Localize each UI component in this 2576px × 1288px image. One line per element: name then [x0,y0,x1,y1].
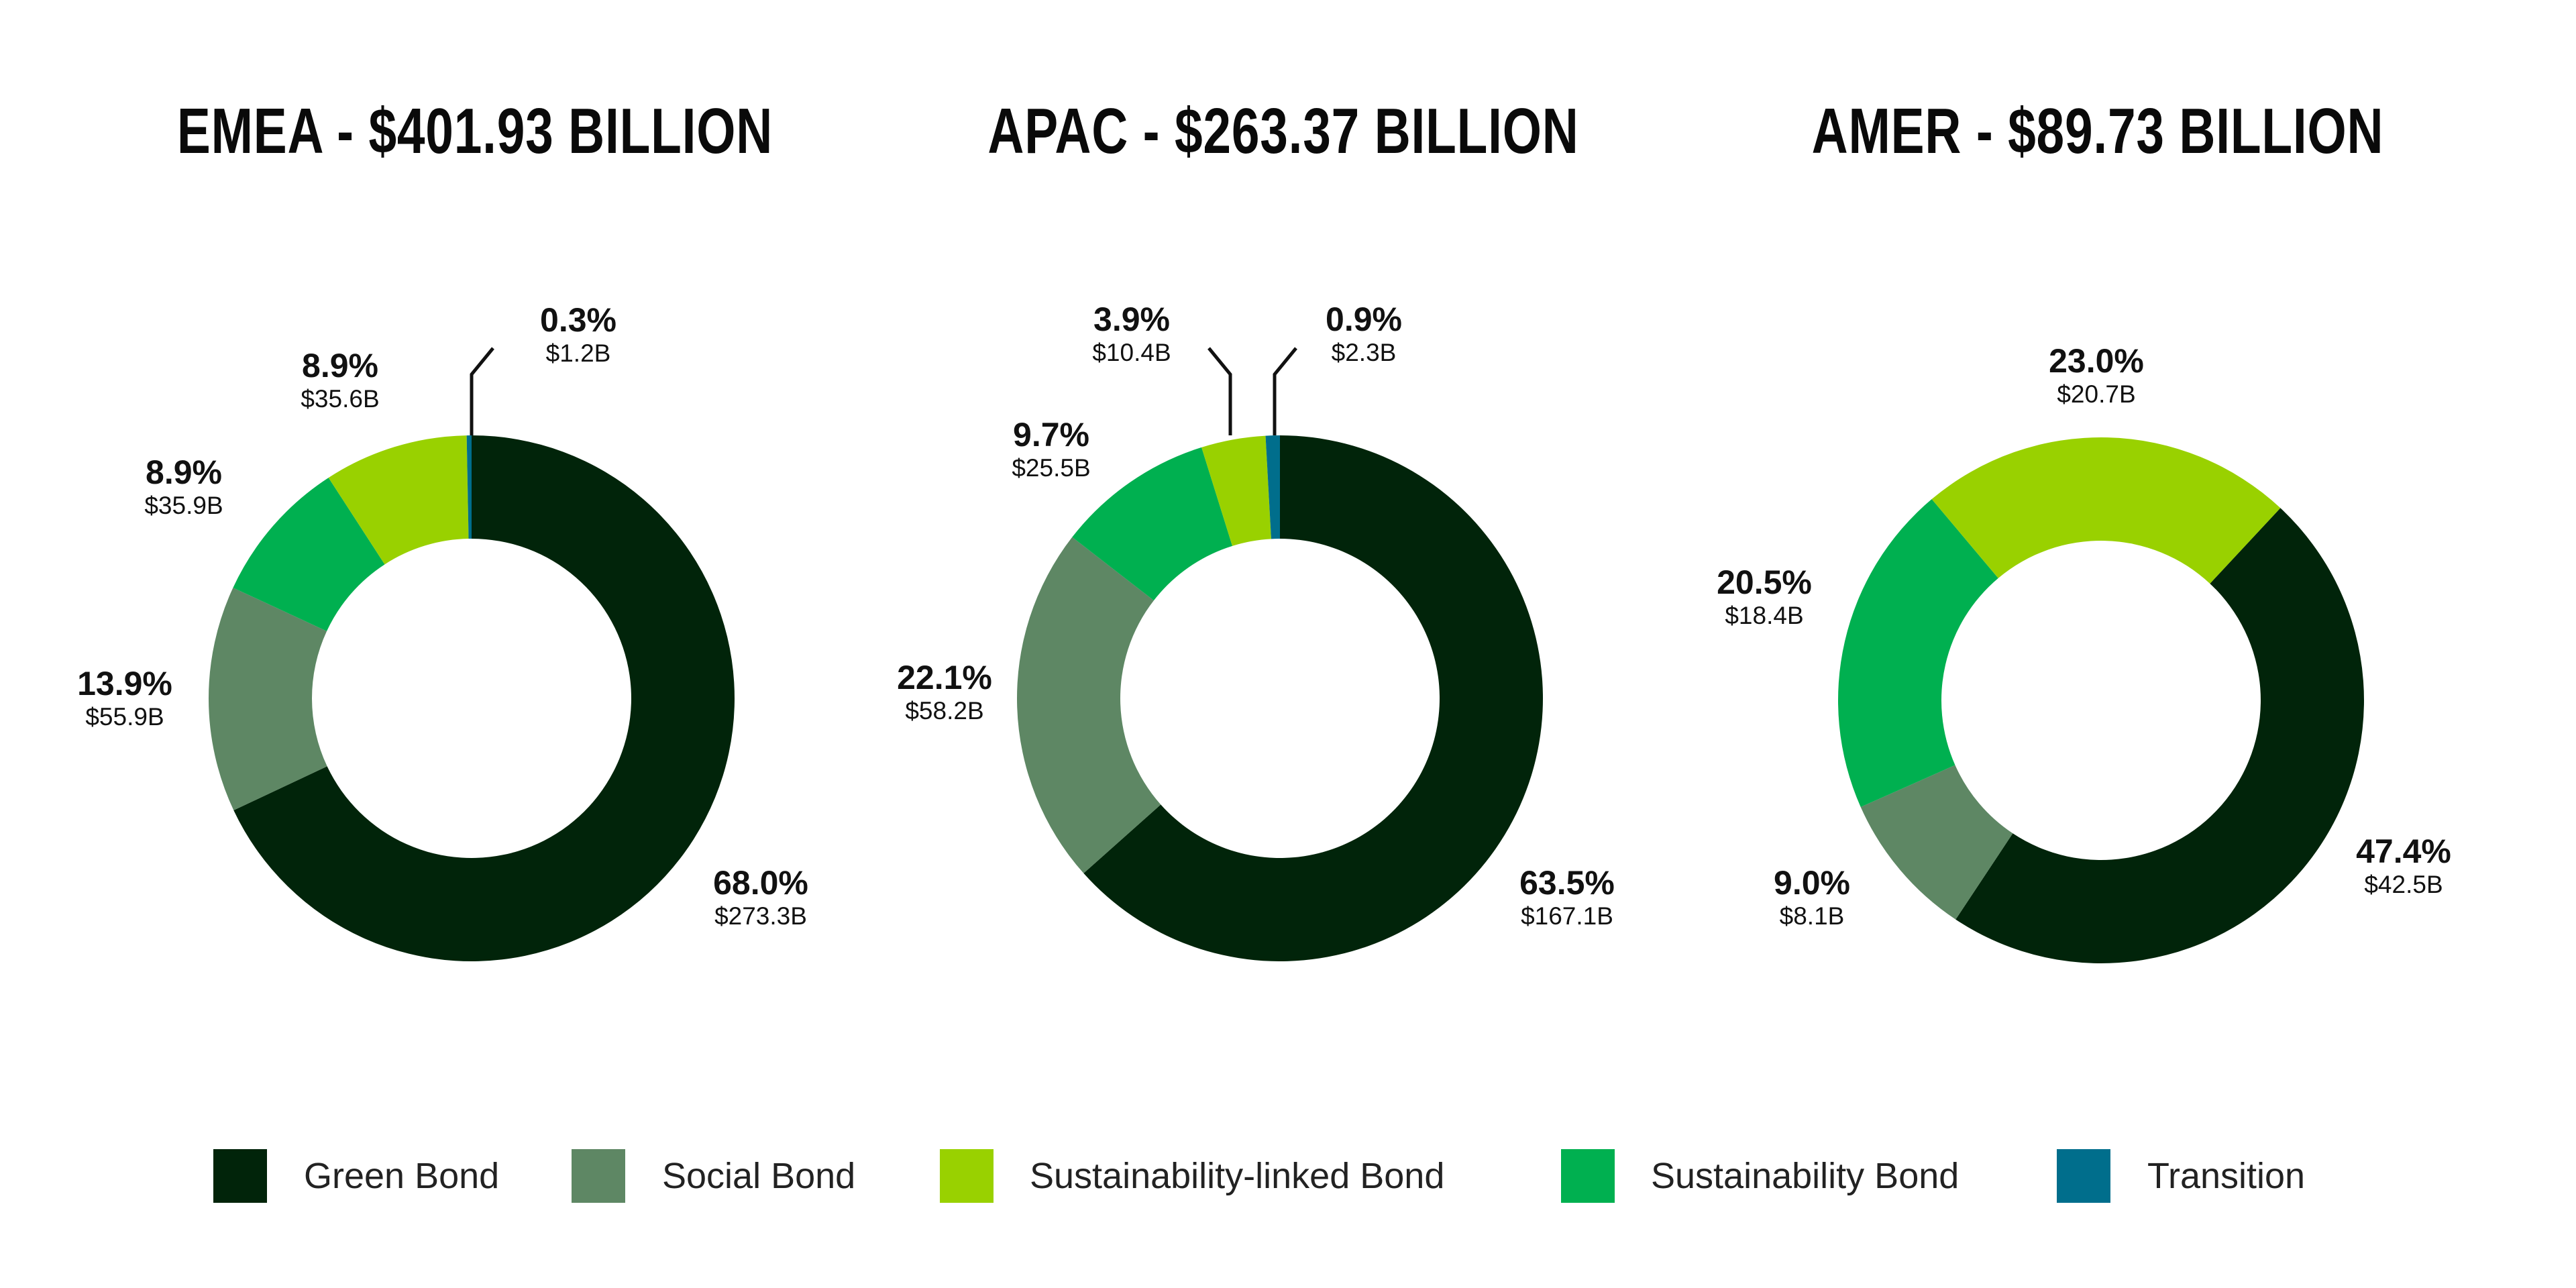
slice-apac-transition [1265,435,1280,539]
pct-label: 9.7% [1013,416,1089,453]
slice-apac-green-bond [1083,435,1543,961]
legend-label-green-bond: Green Bond [304,1156,500,1196]
chart-title-emea: EMEA - $401.93 BILLION [176,95,773,167]
pct-label: 63.5% [1519,864,1615,902]
slice-emea-transition [466,435,472,539]
value-label: $273.3B [714,902,807,930]
leader-line-apac-transition [1273,347,1297,435]
value-label: $25.5B [1012,454,1091,482]
chart-title-apac: APAC - $263.37 BILLION [987,95,1579,167]
legend-swatch-transition [2057,1149,2110,1203]
slice-apac-social-bond [1017,537,1161,873]
slice-apac-sustainability-bond [1072,447,1233,601]
data-label-emea-social: 13.9% $55.9B [77,664,172,731]
value-label: $35.9B [144,492,223,519]
pct-label: 68.0% [713,864,808,902]
pct-label: 13.9% [77,665,172,702]
value-label: $8.1B [1779,902,1845,930]
legend-label-sustainability-linked-bond: Sustainability-linked Bond [1030,1156,1445,1196]
donut-apac [1017,435,1543,961]
data-label-amer-sustainability-linked: 23.0% $20.7B [2049,341,2144,409]
chart-title-amer: AMER - $89.73 BILLION [1811,95,2384,167]
data-label-emea-green: 68.0% $273.3B [713,863,808,930]
legend-swatch-social-bond [572,1149,625,1203]
donut-emea [209,435,735,961]
slice-amer-social-bond [1860,765,2013,920]
data-label-amer-sustainability: 20.5% $18.4B [1717,563,1812,630]
data-label-apac-sustainability-linked: 3.9% $10.4B [1092,300,1171,367]
value-label: $10.4B [1092,339,1171,366]
legend-label-sustainability-bond: Sustainability Bond [1651,1156,1960,1196]
leader-line-apac-sustainability-linked [1208,347,1232,435]
data-label-amer-green: 47.4% $42.5B [2356,832,2451,899]
value-label: $18.4B [1725,602,1804,629]
slice-emea-sustainability-bond [233,478,385,631]
legend-swatch-green-bond [213,1149,267,1203]
data-label-emea-sustainability: 8.9% $35.9B [144,453,223,520]
slice-amer-green-bond [1955,508,2364,963]
pct-label: 3.9% [1093,301,1170,338]
legend-label-transition: Transition [2147,1156,2306,1196]
pct-label: 8.9% [302,347,378,384]
slice-apac-sustainability-linked-bond [1201,435,1271,546]
pct-label: 0.3% [540,301,616,339]
pct-label: 0.9% [1326,301,1402,338]
data-label-apac-green: 63.5% $167.1B [1519,863,1615,930]
value-label: $167.1B [1521,902,1613,930]
value-label: $55.9B [85,703,164,731]
legend-swatch-sustainability-linked-bond [940,1149,994,1203]
value-label: $2.3B [1331,339,1397,366]
value-label: $35.6B [301,385,380,413]
data-label-emea-transition: 0.3% $1.2B [540,301,616,368]
data-label-apac-social: 22.1% $58.2B [897,658,992,725]
slice-emea-social-bond [209,588,327,810]
value-label: $58.2B [905,697,984,724]
slice-emea-sustainability-linked-bond [328,435,469,565]
value-label: $20.7B [2057,380,2136,408]
donut-amer [1838,437,2364,963]
data-label-emea-sustainability-linked: 8.9% $35.6B [301,346,379,413]
pct-label: 8.9% [146,453,222,491]
pct-label: 23.0% [2049,342,2144,380]
slice-amer-sustainability-linked-bond [1931,437,2281,584]
leader-lines [470,347,1297,435]
data-label-amer-social: 9.0% $8.1B [1774,863,1850,930]
data-label-apac-transition: 0.9% $2.3B [1326,300,1402,367]
value-label: $1.2B [545,339,611,367]
legend-swatch-sustainability-bond [1561,1149,1615,1203]
pct-label: 22.1% [897,659,992,696]
legend-label-social-bond: Social Bond [662,1156,856,1196]
pct-label: 47.4% [2356,833,2451,870]
pct-label: 20.5% [1717,564,1812,601]
leader-line-emea-transition [470,347,494,435]
pct-label: 9.0% [1774,864,1850,902]
slice-amer-sustainability-bond [1838,499,1998,807]
data-label-apac-sustainability: 9.7% $25.5B [1012,415,1090,482]
value-label: $42.5B [2364,871,2443,898]
slice-emea-green-bond [233,435,735,961]
